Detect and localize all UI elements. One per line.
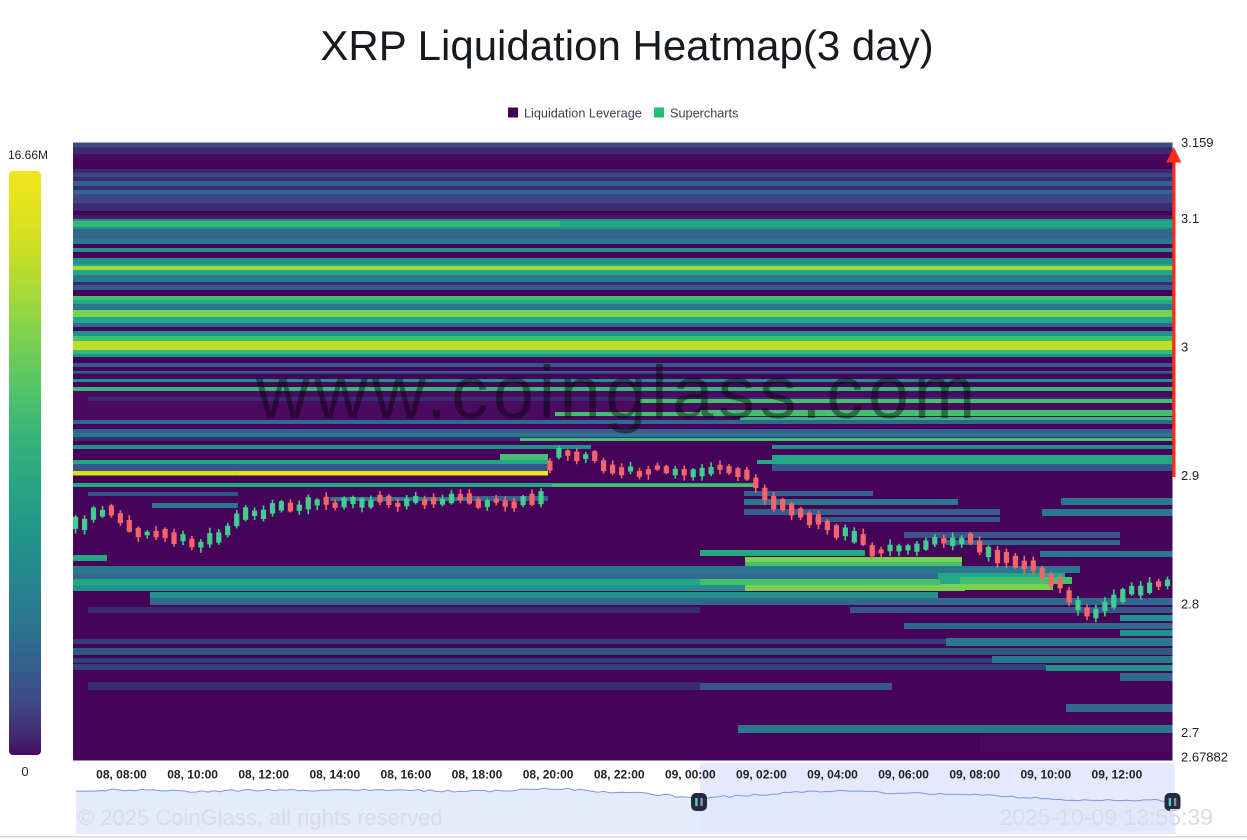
svg-text:Supercharts: Supercharts [670,107,738,121]
svg-text:08, 12:00: 08, 12:00 [238,768,289,782]
svg-text:08, 14:00: 08, 14:00 [309,768,360,782]
svg-text:3.159: 3.159 [1181,135,1214,150]
svg-text:www.coinglass.com: www.coinglass.com [255,351,980,434]
svg-text:2.7: 2.7 [1181,725,1199,740]
svg-text:09, 08:00: 09, 08:00 [949,768,1000,782]
svg-text:Liquidation Leverage: Liquidation Leverage [524,107,642,121]
svg-text:16.66M: 16.66M [8,148,48,162]
svg-text:© 2025 CoinGlass, all rights r: © 2025 CoinGlass, all rights reserved [78,805,443,830]
svg-text:09, 02:00: 09, 02:00 [736,768,787,782]
svg-text:0: 0 [21,764,28,779]
svg-text:09, 12:00: 09, 12:00 [1092,768,1143,782]
svg-text:09, 06:00: 09, 06:00 [878,768,929,782]
svg-text:3: 3 [1181,340,1188,355]
svg-text:09, 04:00: 09, 04:00 [807,768,858,782]
svg-text:2.8: 2.8 [1181,597,1199,612]
svg-text:XRP Liquidation Heatmap(3 day): XRP Liquidation Heatmap(3 day) [320,22,933,69]
svg-text:2.9: 2.9 [1181,468,1199,483]
svg-text:08, 18:00: 08, 18:00 [452,768,503,782]
svg-text:08, 08:00: 08, 08:00 [96,768,147,782]
svg-text:2025-10-09 13:55:39: 2025-10-09 13:55:39 [999,804,1213,830]
svg-text:08, 20:00: 08, 20:00 [523,768,574,782]
svg-text:2.67882: 2.67882 [1181,750,1228,765]
svg-text:09, 10:00: 09, 10:00 [1020,768,1071,782]
svg-text:09, 00:00: 09, 00:00 [665,768,716,782]
svg-text:3.1: 3.1 [1181,211,1199,226]
svg-text:08, 16:00: 08, 16:00 [381,768,432,782]
svg-text:08, 22:00: 08, 22:00 [594,768,645,782]
svg-text:08, 10:00: 08, 10:00 [167,768,218,782]
